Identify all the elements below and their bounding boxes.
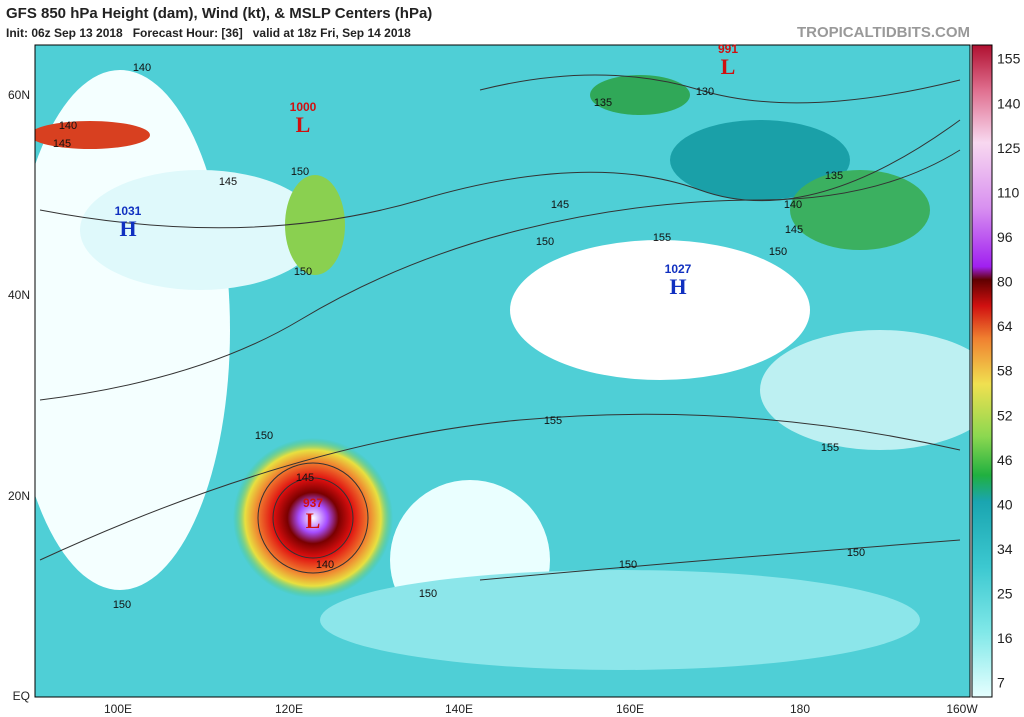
contour-label: 130 (696, 86, 714, 98)
colorbar-label: 80 (997, 274, 1013, 290)
pressure-value: 1027 (665, 262, 692, 276)
contour-label: 145 (53, 138, 71, 150)
contour-label: 145 (296, 472, 314, 484)
colorbar-label: 16 (997, 630, 1013, 646)
pressure-letter: L (306, 508, 321, 533)
lat-label: 20N (8, 489, 30, 503)
contour-label: 150 (847, 547, 865, 559)
contour-label: 140 (59, 120, 77, 132)
colorbar (971, 44, 993, 698)
pressure-value: 1000 (290, 100, 317, 114)
pressure-letter: L (721, 54, 736, 79)
contour-label: 150 (536, 236, 554, 248)
pressure-letter: L (296, 112, 311, 137)
colorbar-label: 64 (997, 318, 1013, 334)
colorbar-label: 52 (997, 407, 1013, 423)
colorbar-label: 110 (997, 184, 1020, 200)
colorbar-label: 7 (997, 675, 1005, 691)
contour-label: 135 (594, 97, 612, 109)
contour-label: 145 (785, 224, 803, 236)
colorbar-label: 58 (997, 363, 1013, 379)
lon-label: 160W (946, 702, 978, 716)
colorbar-label: 25 (997, 586, 1013, 602)
lat-label: 60N (8, 88, 30, 102)
contour-label: 155 (544, 415, 562, 427)
colorbar-label: 46 (997, 452, 1013, 468)
title: GFS 850 hPa Height (dam), Wind (kt), & M… (6, 5, 432, 22)
lon-label: 160E (616, 702, 644, 716)
colorbar-label: 155 (997, 51, 1021, 67)
lon-label: 180 (790, 702, 810, 716)
contour-label: 150 (769, 246, 787, 258)
lon-label: 100E (104, 702, 132, 716)
contour-label: 150 (419, 588, 437, 600)
pressure-letter: H (669, 274, 686, 299)
watermark: TROPICALTIDBITS.COM (797, 24, 970, 41)
contour-label: 150 (113, 599, 131, 611)
pressure-letter: H (119, 216, 136, 241)
contour-label: 145 (551, 199, 569, 211)
contour-label: 140 (784, 199, 802, 211)
colorbar-label: 125 (997, 140, 1021, 156)
contour-label: 150 (294, 266, 312, 278)
map-area (35, 45, 970, 697)
map-frame (34, 44, 971, 698)
pressure-value: 1031 (115, 204, 142, 218)
lon-label: 120E (275, 702, 303, 716)
pressure-value: 937 (303, 496, 323, 510)
contour-label: 155 (653, 232, 671, 244)
lat-label: EQ (13, 689, 30, 703)
contour-label: 150 (619, 559, 637, 571)
lon-label: 140E (445, 702, 473, 716)
contour-label: 140 (133, 62, 151, 74)
contour-label: 145 (219, 176, 237, 188)
contour-label: 150 (291, 166, 309, 178)
colorbar-label: 34 (997, 541, 1013, 557)
colorbar-label: 140 (997, 95, 1021, 111)
colorbar-label: 96 (997, 229, 1013, 245)
contour-label: 150 (255, 430, 273, 442)
pressure-value: 991 (718, 42, 738, 56)
contour-label: 135 (825, 170, 843, 182)
lat-label: 40N (8, 288, 30, 302)
contour-label: 155 (821, 442, 839, 454)
subtitle: Init: 06z Sep 13 2018 Forecast Hour: [36… (6, 26, 411, 40)
colorbar-label: 40 (997, 496, 1013, 512)
contour-label: 140 (316, 559, 334, 571)
